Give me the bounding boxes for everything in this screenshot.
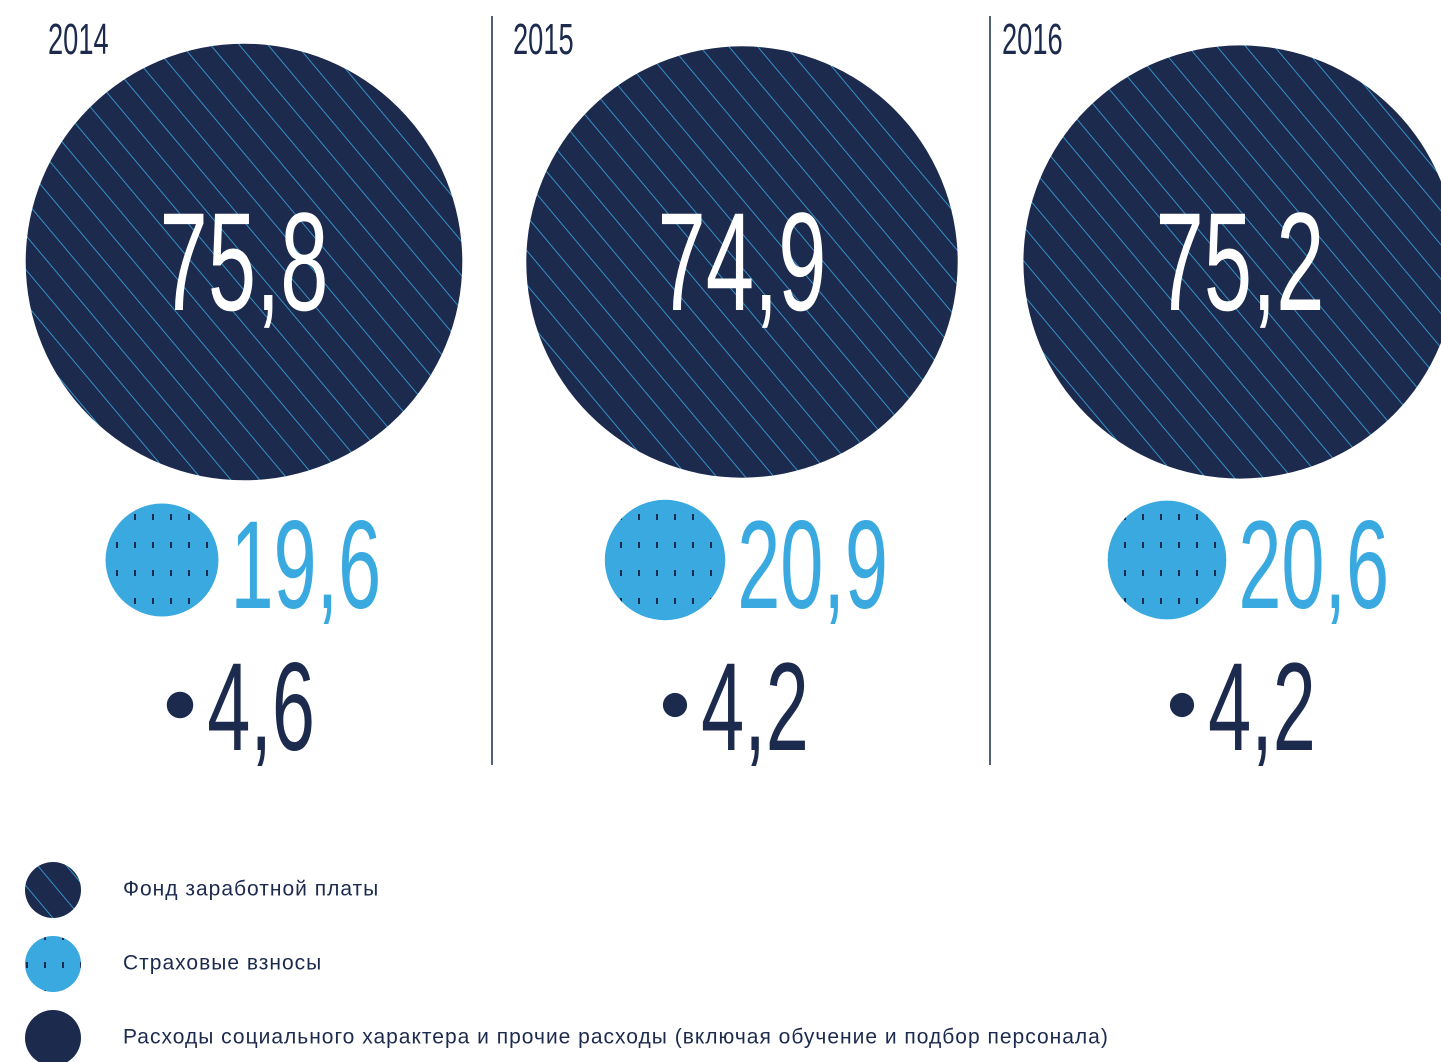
legend-label: Фонд заработной платы bbox=[123, 878, 379, 901]
legend-swatch bbox=[25, 936, 81, 992]
value-label: 75,8 bbox=[160, 184, 329, 340]
value-label: 4,6 bbox=[207, 638, 315, 777]
legend-swatch bbox=[25, 862, 81, 918]
year-label: 2015 bbox=[513, 14, 574, 63]
legend-label: Расходы социального характера и прочие р… bbox=[123, 1026, 1109, 1049]
bubble bbox=[526, 46, 958, 478]
year-label: 2016 bbox=[1002, 14, 1063, 63]
legend-swatch bbox=[25, 1010, 81, 1062]
bubble bbox=[25, 43, 463, 481]
bubble bbox=[604, 499, 726, 621]
value-label: 20,6 bbox=[1238, 496, 1389, 635]
value-label: 20,9 bbox=[737, 496, 888, 635]
bubble bbox=[1169, 692, 1195, 718]
value-label: 74,9 bbox=[658, 184, 827, 340]
value-label: 4,2 bbox=[701, 638, 809, 777]
value-label: 19,6 bbox=[230, 496, 381, 635]
bubble bbox=[105, 503, 219, 617]
bubble bbox=[1023, 45, 1441, 479]
value-label: 75,2 bbox=[1156, 184, 1325, 340]
legend-label: Страховые взносы bbox=[123, 952, 322, 975]
bubble bbox=[662, 692, 688, 718]
value-label: 4,2 bbox=[1208, 638, 1316, 777]
bubble bbox=[1107, 500, 1227, 620]
year-label: 2014 bbox=[48, 14, 109, 63]
bubble bbox=[166, 691, 194, 719]
